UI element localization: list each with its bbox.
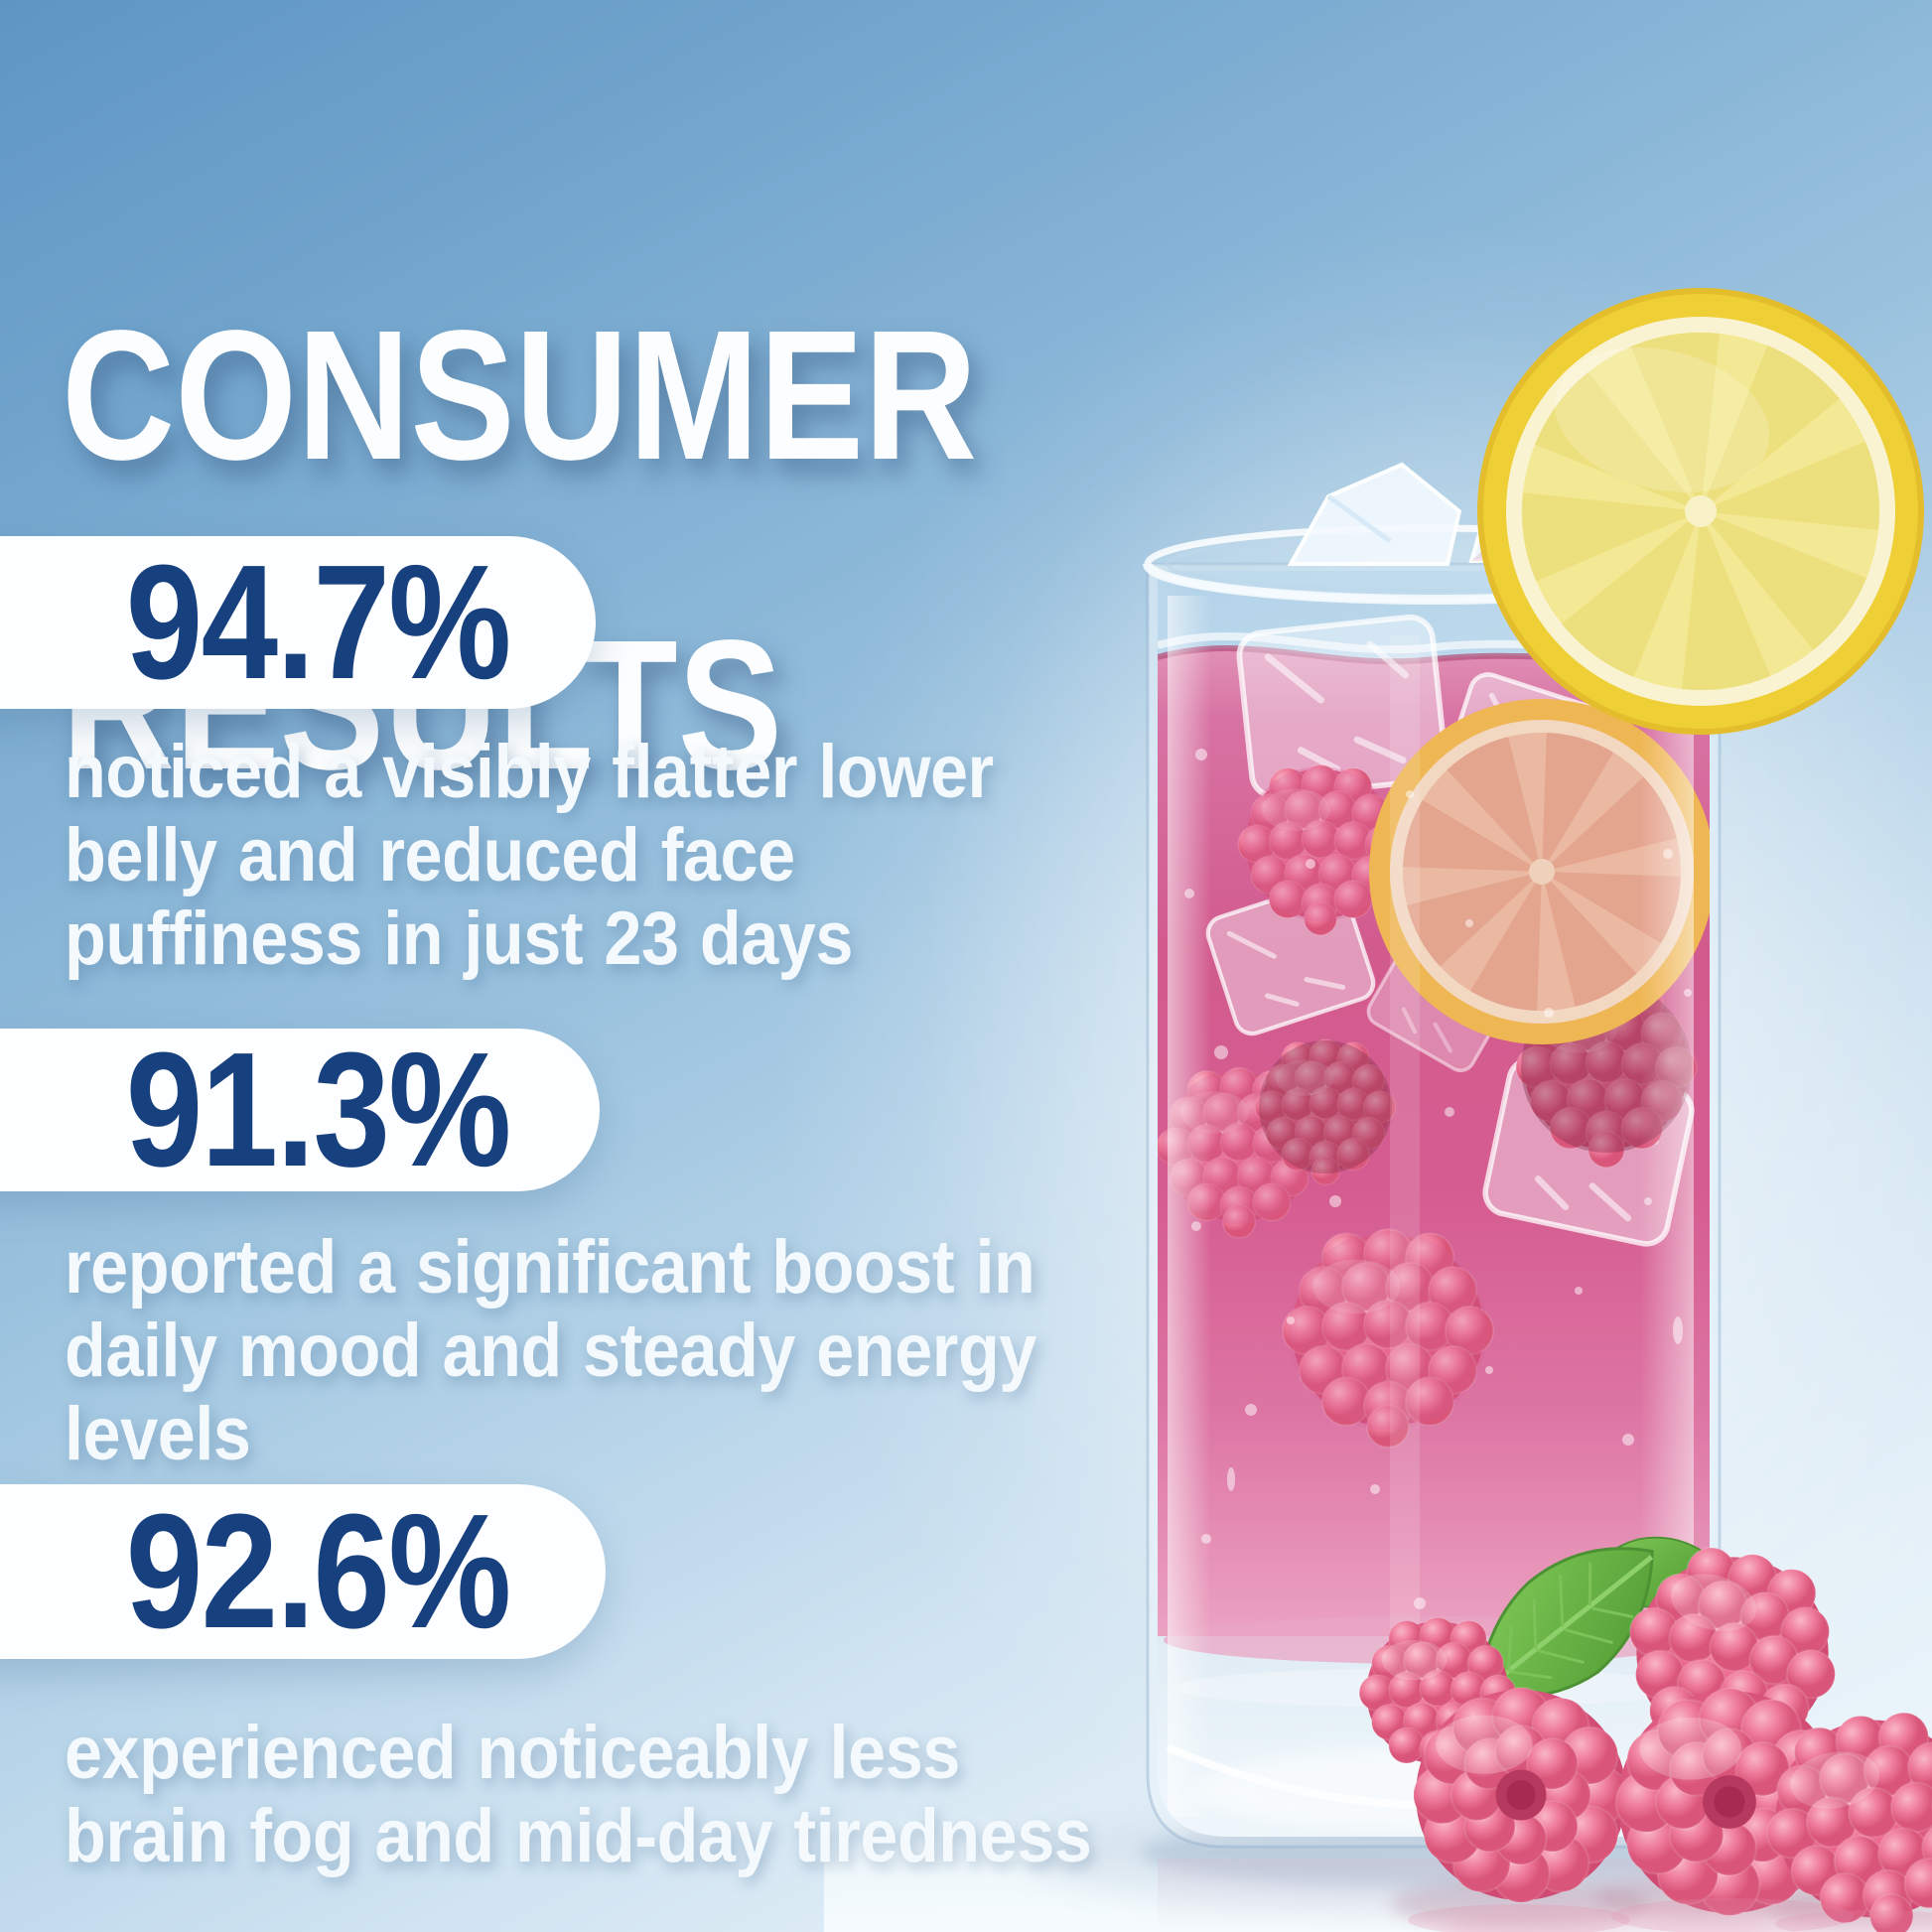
stat-pill-1: 94.7% <box>0 531 596 713</box>
mint-leaf <box>1475 1547 1654 1700</box>
stat-pill-3: 92.6% <box>0 1480 606 1662</box>
stat-description-3: experienced noticeably less brain fog an… <box>65 1711 1092 1878</box>
stat-description-2: reported a significant boost in daily mo… <box>65 1225 1036 1476</box>
stat-value-1: 94.7% <box>125 531 511 713</box>
lemon-slice-in-glass <box>1369 699 1710 1044</box>
stat-value-3: 92.6% <box>125 1480 511 1662</box>
condensation-droplets <box>1184 749 1692 1609</box>
stat-pill-2: 91.3% <box>0 1019 600 1200</box>
stat-description-1: noticed a visibly flatter lower belly an… <box>65 730 994 981</box>
title-line-1: CONSUMER <box>62 292 978 498</box>
stat-value-2: 91.3% <box>125 1019 511 1200</box>
foreground-raspberries <box>1358 1527 1932 1932</box>
lemon-slice-garnish <box>1477 288 1924 735</box>
